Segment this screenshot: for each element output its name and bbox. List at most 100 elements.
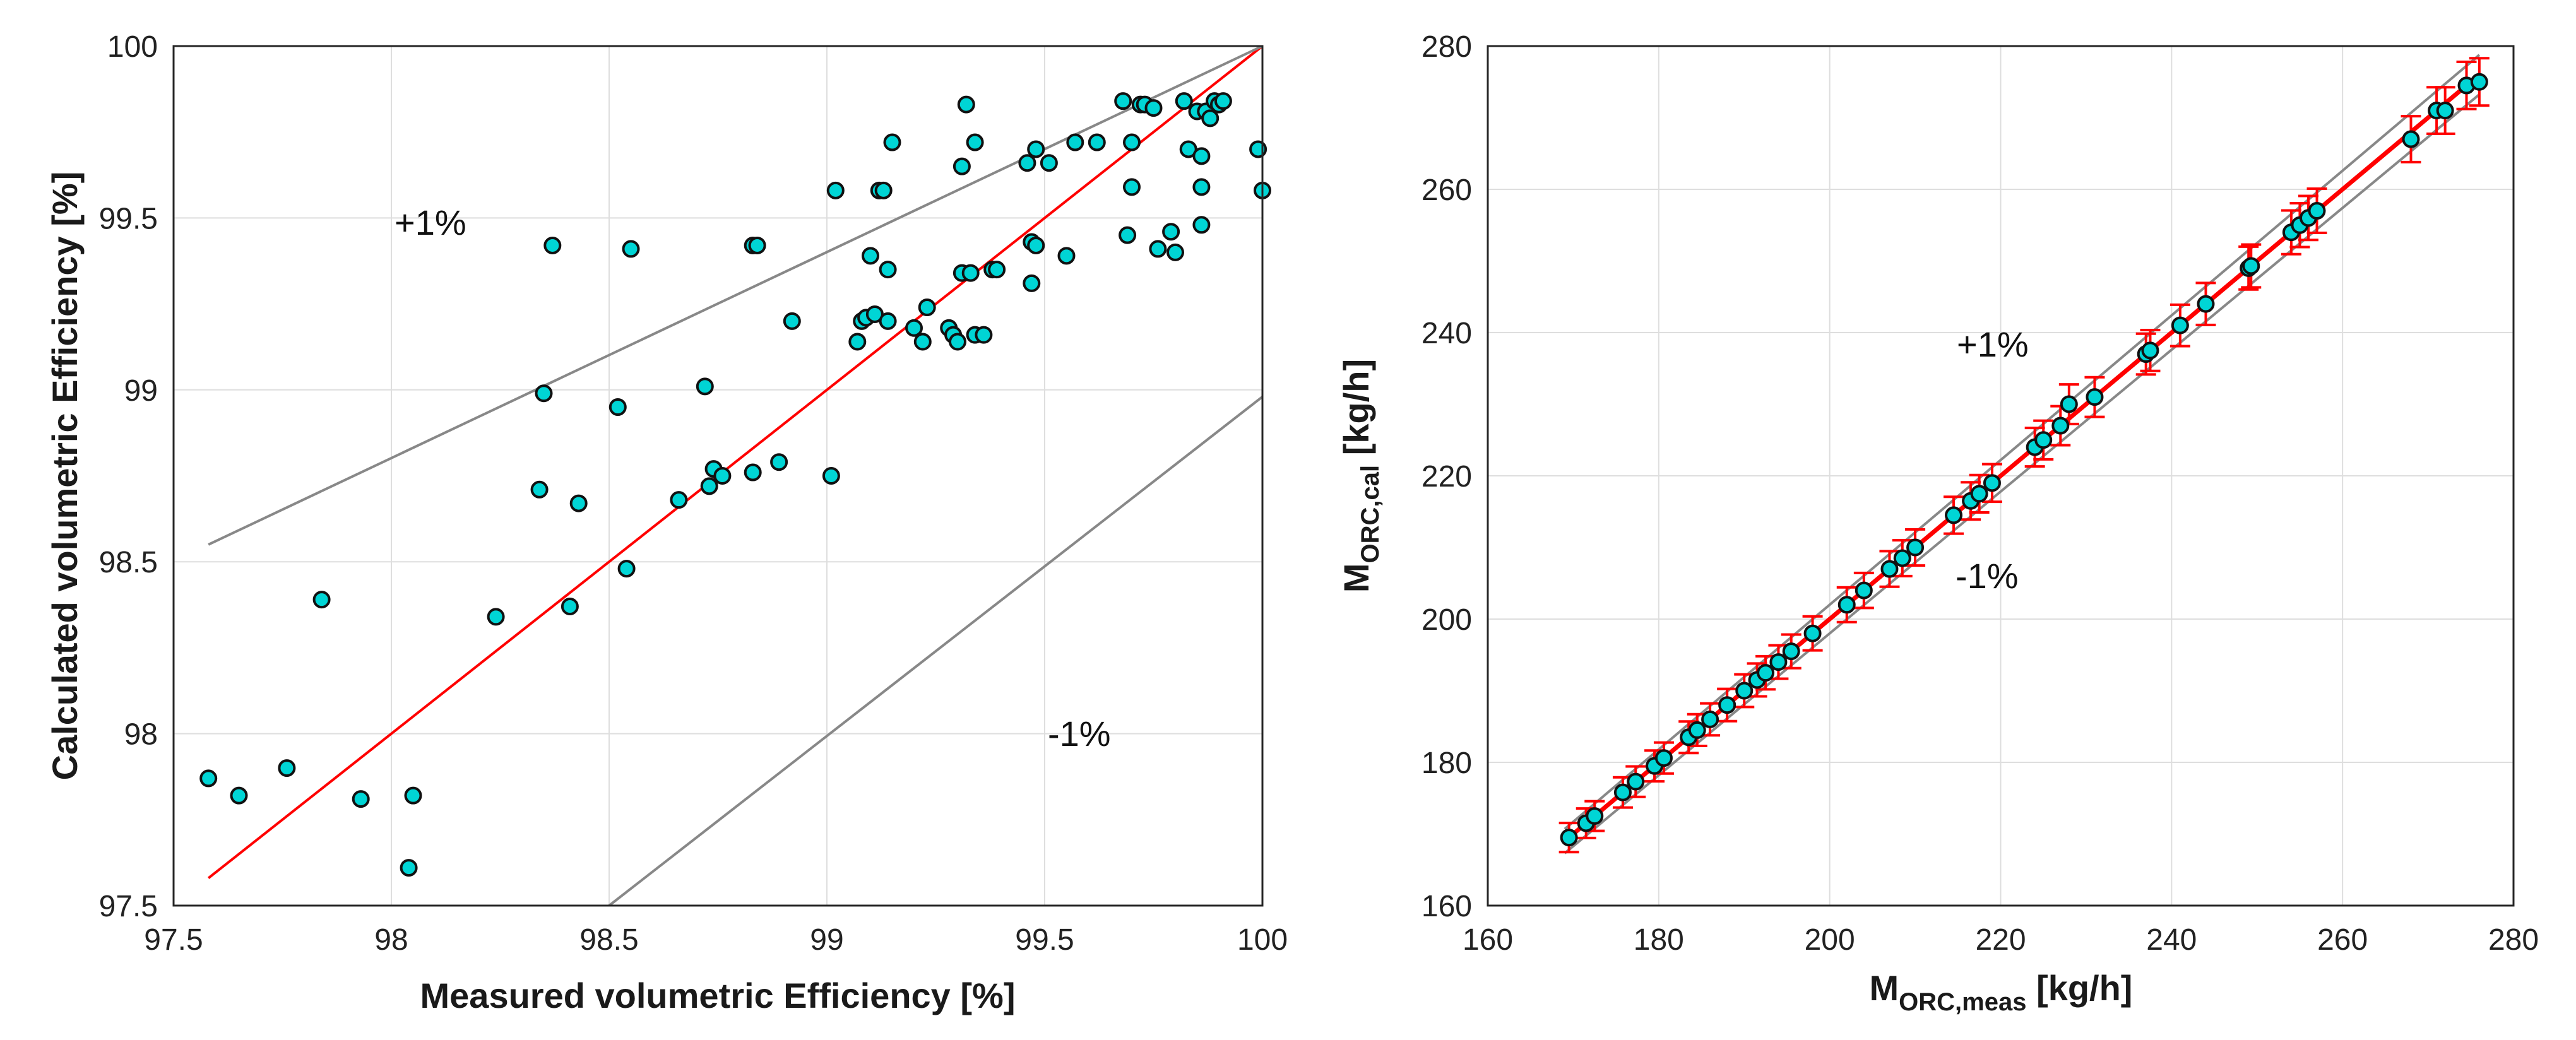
data-point — [278, 759, 296, 777]
data-point — [1906, 538, 1925, 557]
x-tick-label: 100 — [1237, 923, 1288, 957]
data-point — [1688, 721, 1706, 739]
data-point — [874, 181, 893, 199]
y-tick-label: 220 — [1422, 460, 1472, 493]
data-point — [953, 157, 971, 175]
data-point — [744, 463, 762, 482]
y-tick-label: 260 — [1422, 174, 1472, 207]
x-tick-label: 180 — [1634, 923, 1684, 957]
data-point — [1945, 506, 1963, 524]
data-point — [1757, 664, 1775, 682]
data-point — [1718, 696, 1736, 714]
data-point — [2171, 316, 2189, 334]
data-point — [2242, 257, 2260, 275]
y-tick-label: 200 — [1422, 603, 1472, 637]
y-tick-label: 99.5 — [99, 202, 158, 235]
y-tick-label: 280 — [1422, 30, 1472, 64]
x-axis-label-right: MORC,meas [kg/h] — [1870, 968, 2133, 1016]
data-point — [1123, 178, 1141, 196]
data-point — [1880, 560, 1899, 578]
plot-frame-left — [172, 45, 1264, 907]
data-point — [957, 95, 975, 114]
data-point — [696, 377, 714, 396]
data-point — [199, 769, 218, 788]
data-point — [1769, 653, 1788, 671]
data-point — [670, 491, 688, 509]
data-point — [2402, 130, 2420, 148]
data-point — [961, 264, 980, 282]
data-point — [1088, 133, 1106, 151]
data-point — [879, 312, 897, 330]
x-tick-label: 98.5 — [579, 923, 638, 957]
data-point — [1023, 274, 1041, 292]
annotation-minus1-left: -1% — [1048, 714, 1111, 753]
data-point — [1803, 624, 1822, 642]
data-point — [1613, 783, 1632, 801]
data-point — [1855, 581, 1873, 600]
data-point — [1560, 829, 1578, 847]
data-point — [713, 467, 732, 485]
data-point — [700, 477, 718, 495]
data-point — [2051, 417, 2070, 435]
data-point — [2470, 73, 2488, 91]
plot-frame-right — [1487, 45, 2515, 907]
y-tick-label: 100 — [107, 30, 158, 64]
annotation-plus1-right: +1% — [1957, 324, 2029, 364]
data-point — [1214, 92, 1232, 110]
y-tick-label: 98.5 — [99, 546, 158, 579]
data-point — [1149, 240, 1167, 258]
ideal-line — [1563, 73, 2481, 843]
data-point — [2034, 431, 2053, 449]
data-point — [1018, 154, 1036, 172]
y-tick-labels-right: 160 180 200 220 240 260 280 — [1422, 30, 1472, 923]
annotation-plus1-left: +1% — [395, 203, 466, 242]
reference-lines-left — [207, 45, 1264, 907]
x-tick-label: 260 — [2317, 923, 2368, 957]
data-point — [1782, 642, 1800, 661]
data-point — [1983, 474, 2001, 492]
data-point — [1040, 154, 1058, 172]
data-point — [905, 319, 923, 337]
data-point — [783, 312, 801, 330]
data-point — [822, 467, 840, 485]
y-tick-label: 160 — [1422, 890, 1472, 923]
data-point — [230, 786, 248, 805]
data-point — [1162, 223, 1180, 241]
y-axis-label-right: MORC,cal [kg/h] — [1336, 359, 1384, 593]
data-point — [913, 333, 932, 351]
y-axis-label-right-sub: ORC,cal — [1356, 465, 1384, 564]
data-point — [918, 298, 936, 317]
data-point — [1119, 226, 1137, 244]
data-point — [608, 398, 627, 417]
data-point — [2086, 388, 2104, 406]
x-tick-label: 99 — [810, 923, 843, 957]
x-axis-label-right-main: M — [1870, 968, 1899, 1008]
data-point — [966, 133, 984, 151]
data-point — [1027, 236, 1045, 254]
data-point — [530, 480, 549, 499]
chart-mass-flow: 160 180 200 220 240 260 280 160 180 200 220 240 260… — [1336, 30, 2539, 1016]
data-point — [2308, 202, 2326, 220]
x-tick-labels-right: 160 180 200 220 240 260 280 — [1463, 923, 2539, 957]
y-tick-label: 240 — [1422, 317, 1472, 350]
x-tick-label: 280 — [2488, 923, 2539, 957]
data-point — [2436, 102, 2454, 120]
x-axis-label-left: Measured volumetric Efficiency [%] — [420, 976, 1016, 1015]
x-tick-labels-left: 97.5 98 98.5 99 99.5 100 — [144, 923, 1288, 957]
data-point — [312, 591, 331, 609]
y-axis-label-right-main: M — [1336, 563, 1376, 593]
data-point — [1837, 596, 1856, 614]
y-axis-label-right-unit: [kg/h] — [1336, 359, 1376, 465]
x-tick-label: 97.5 — [144, 923, 203, 957]
x-tick-label: 160 — [1463, 923, 1513, 957]
data-point — [2141, 341, 2159, 360]
data-point — [826, 181, 845, 199]
ideal-line — [207, 45, 1264, 879]
data-point — [535, 384, 553, 403]
minus-1pct-line — [1564, 93, 2481, 854]
y-tick-label: 97.5 — [99, 890, 158, 923]
data-point — [2197, 295, 2215, 313]
data-point — [1701, 710, 1719, 728]
data-point — [1735, 682, 1754, 700]
